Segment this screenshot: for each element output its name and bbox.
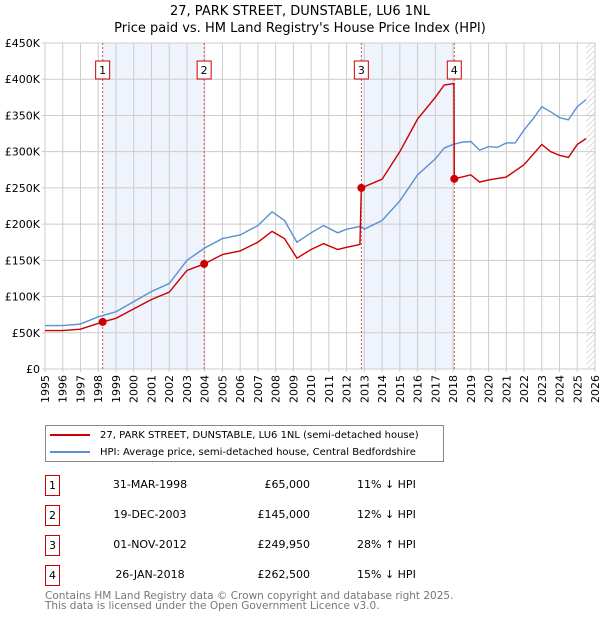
hpi-line bbox=[45, 98, 587, 327]
y-tick-label: £200K bbox=[5, 218, 41, 231]
y-tick-label: £350K bbox=[5, 109, 41, 122]
sale-row: 3 01-NOV-2012 £249,950 28% ↑ HPI bbox=[45, 535, 465, 556]
x-tick-label: 1997 bbox=[74, 375, 87, 403]
x-tick-label: 2001 bbox=[145, 375, 158, 403]
x-tick-label: 2019 bbox=[465, 375, 478, 403]
x-tick-label: 2003 bbox=[181, 375, 194, 403]
sale-hpi-diff: 28% ↑ HPI bbox=[357, 538, 416, 551]
x-tick-label: 2026 bbox=[589, 375, 600, 403]
legend-swatch bbox=[50, 434, 90, 436]
x-tick-label: 2018 bbox=[447, 375, 460, 403]
x-tick-label: 2007 bbox=[252, 375, 265, 403]
sale-point bbox=[450, 174, 459, 183]
legend-label: 27, PARK STREET, DUNSTABLE, LU6 1NL (sem… bbox=[100, 429, 419, 441]
sale-label-box: 4 bbox=[446, 60, 462, 80]
chart-subtitle: Price paid vs. HM Land Registry's House … bbox=[114, 21, 486, 36]
x-tick-label: 2024 bbox=[554, 375, 567, 403]
x-tick-label: 2012 bbox=[341, 375, 354, 403]
legend-swatch bbox=[50, 451, 90, 453]
sale-row: 2 19-DEC-2003 £145,000 12% ↓ HPI bbox=[45, 505, 465, 526]
sale-number: 4 bbox=[45, 565, 60, 586]
sale-hpi-diff: 11% ↓ HPI bbox=[357, 478, 416, 491]
x-tick-label: 2006 bbox=[234, 375, 247, 403]
sale-label-box: 2 bbox=[196, 60, 212, 80]
sale-date: 31-MAR-1998 bbox=[112, 478, 188, 491]
x-tick-label: 1995 bbox=[39, 375, 52, 403]
sale-point bbox=[200, 259, 209, 268]
y-tick-label: £450K bbox=[5, 37, 41, 50]
x-tick-label: 2004 bbox=[199, 375, 212, 403]
shaded-range bbox=[102, 43, 205, 369]
sale-number: 3 bbox=[45, 535, 60, 556]
sale-date: 26-JAN-2018 bbox=[115, 568, 185, 581]
sale-point bbox=[357, 183, 366, 192]
legend: 27, PARK STREET, DUNSTABLE, LU6 1NL (sem… bbox=[45, 425, 444, 462]
x-tick-label: 1999 bbox=[110, 375, 123, 403]
x-tick-label: 2005 bbox=[216, 375, 229, 403]
shaded-range bbox=[361, 43, 455, 369]
x-tick-label: 2009 bbox=[287, 375, 300, 403]
sale-number: 2 bbox=[45, 505, 60, 526]
footer: Contains HM Land Registry data © Crown c… bbox=[45, 590, 454, 612]
x-tick-label: 2008 bbox=[270, 375, 283, 403]
footer-line: This data is licensed under the Open Gov… bbox=[45, 600, 380, 612]
sale-price: £262,500 bbox=[257, 568, 311, 581]
y-tick-label: £0 bbox=[26, 363, 40, 376]
sale-label-number: 4 bbox=[451, 64, 458, 77]
legend-item-hpi: HPI: Average price, semi-detached house,… bbox=[50, 444, 416, 460]
sale-label-border bbox=[95, 60, 111, 80]
x-tick-label: 2020 bbox=[483, 375, 496, 403]
sale-date: 01-NOV-2012 bbox=[113, 538, 187, 551]
forecast-hatch bbox=[586, 43, 595, 369]
x-tick-label: 2000 bbox=[128, 375, 141, 403]
sale-date: 19-DEC-2003 bbox=[113, 508, 187, 521]
sale-price: £145,000 bbox=[257, 508, 311, 521]
sale-hpi-diff: 12% ↓ HPI bbox=[357, 508, 416, 521]
sale-label-number: 1 bbox=[99, 64, 106, 77]
x-tick-label: 2011 bbox=[323, 375, 336, 403]
sale-label-border bbox=[196, 60, 212, 80]
sale-point bbox=[98, 317, 107, 326]
sale-label-box: 1 bbox=[95, 60, 111, 80]
sale-label-box: 3 bbox=[353, 60, 369, 80]
x-tick-label: 1998 bbox=[92, 375, 105, 403]
price-paid-line bbox=[45, 82, 587, 332]
sale-number: 1 bbox=[45, 475, 60, 496]
y-tick-label: £50K bbox=[12, 327, 41, 340]
sale-label-number: 3 bbox=[358, 64, 365, 77]
y-tick-label: £400K bbox=[5, 73, 41, 86]
sale-label-border bbox=[353, 60, 369, 80]
plot-area: 1995 1996 1997 1998 1999 2000 2001 2002 2003 2004… bbox=[5, 37, 600, 403]
y-tick-label: £300K bbox=[5, 146, 41, 159]
x-tick-label: 2002 bbox=[163, 375, 176, 403]
y-tick-label: £250K bbox=[5, 182, 41, 195]
sale-label-border bbox=[446, 60, 462, 80]
y-tick-label: £100K bbox=[5, 291, 41, 304]
legend-item-property: 27, PARK STREET, DUNSTABLE, LU6 1NL (sem… bbox=[50, 427, 419, 443]
legend-label: HPI: Average price, semi-detached house,… bbox=[100, 446, 416, 458]
x-tick-label: 2023 bbox=[536, 375, 549, 403]
plot-border bbox=[44, 42, 596, 370]
x-tick-label: 2010 bbox=[305, 375, 318, 403]
x-tick-label: 2021 bbox=[500, 375, 513, 403]
x-tick-label: 2017 bbox=[429, 375, 442, 403]
x-tick-label: 2016 bbox=[412, 375, 425, 403]
y-tick-label: £150K bbox=[5, 254, 41, 267]
sale-row: 1 31-MAR-1998 £65,000 11% ↓ HPI bbox=[45, 475, 465, 496]
sale-row: 4 26-JAN-2018 £262,500 15% ↓ HPI bbox=[45, 565, 465, 586]
footer-line: Contains HM Land Registry data © Crown c… bbox=[45, 590, 454, 602]
x-tick-label: 2022 bbox=[518, 375, 531, 403]
x-tick-label: 2015 bbox=[394, 375, 407, 403]
x-tick-label: 2025 bbox=[571, 375, 584, 403]
chart-title: 27, PARK STREET, DUNSTABLE, LU6 1NL bbox=[170, 4, 430, 19]
x-tick-label: 2014 bbox=[376, 375, 389, 403]
sale-label-number: 2 bbox=[201, 64, 208, 77]
x-tick-label: 2013 bbox=[358, 375, 371, 403]
x-tick-label: 1996 bbox=[57, 375, 70, 403]
sale-price: £65,000 bbox=[264, 478, 311, 491]
sale-hpi-diff: 15% ↓ HPI bbox=[357, 568, 416, 581]
sale-price: £249,950 bbox=[257, 538, 311, 551]
